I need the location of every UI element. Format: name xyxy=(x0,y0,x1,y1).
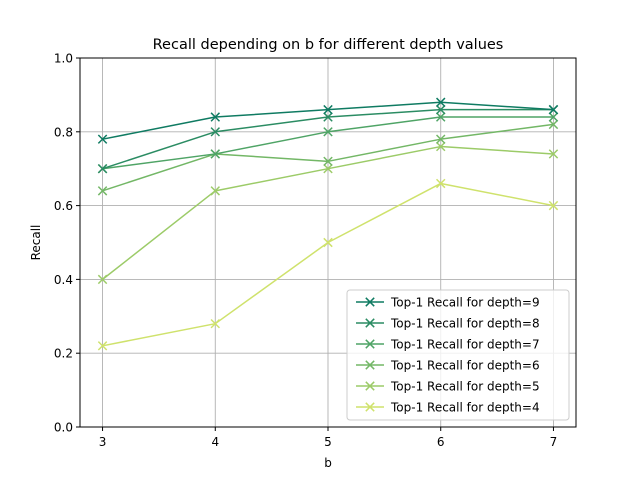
x-tick-label: 5 xyxy=(324,435,332,449)
data-point-marker xyxy=(210,318,221,329)
chart-title: Recall depending on b for different dept… xyxy=(153,37,504,53)
legend-entry-label: Top-1 Recall for depth=5 xyxy=(390,380,540,394)
data-point-marker xyxy=(435,97,446,108)
data-point-marker xyxy=(323,237,333,248)
y-tick-label: 0.0 xyxy=(54,421,73,435)
data-point-marker xyxy=(435,112,446,122)
data-point-marker xyxy=(435,178,446,189)
data-point-marker xyxy=(435,134,446,144)
data-point-marker xyxy=(548,149,559,159)
x-tick-label: 6 xyxy=(437,435,445,449)
legend-swatch-marker xyxy=(365,381,375,391)
data-point-marker xyxy=(210,112,221,122)
x-tick-label: 7 xyxy=(550,435,558,449)
axis-ticks: 3 4 5 6 7 0.0 0.2 0.4 0.6 0.8 1.0 xyxy=(54,52,557,450)
data-point-marker xyxy=(210,186,221,196)
data-point-marker xyxy=(548,200,559,211)
x-tick-label: 4 xyxy=(211,435,219,449)
data-point-marker xyxy=(548,119,559,130)
data-point-marker xyxy=(323,127,333,137)
series-lines xyxy=(97,97,559,351)
data-point-marker xyxy=(97,134,108,144)
legend-entry-label: Top-1 Recall for depth=7 xyxy=(390,338,540,352)
legend-swatch-marker xyxy=(365,360,375,370)
data-point-marker xyxy=(435,104,446,115)
data-point-marker xyxy=(435,141,446,152)
legend-entry-label: Top-1 Recall for depth=6 xyxy=(390,359,540,373)
legend: Top-1 Recall for depth=9 Top-1 Recall for… xyxy=(346,289,570,421)
y-tick-label: 0.6 xyxy=(54,199,73,213)
data-point-marker xyxy=(97,341,108,351)
legend-entry-label: Top-1 Recall for depth=9 xyxy=(390,296,540,310)
data-point-marker xyxy=(323,156,333,167)
y-tick-label: 1.0 xyxy=(54,52,73,66)
y-tick-label: 0.8 xyxy=(54,125,73,139)
data-point-marker xyxy=(323,163,333,174)
x-axis-label: b xyxy=(324,456,332,470)
data-point-marker xyxy=(548,104,559,115)
legend-swatch-marker xyxy=(365,297,375,307)
y-tick-label: 0.2 xyxy=(54,347,73,361)
legend-entry-label: Top-1 Recall for depth=8 xyxy=(390,317,540,331)
data-point-marker xyxy=(97,274,108,285)
legend-swatch-marker xyxy=(365,339,375,349)
legend-entry-label: Top-1 Recall for depth=4 xyxy=(390,401,540,415)
legend-box xyxy=(346,289,570,421)
data-point-marker xyxy=(548,112,559,122)
data-point-marker xyxy=(210,149,221,159)
data-point-marker xyxy=(97,186,108,196)
legend-swatch-marker xyxy=(365,402,375,412)
y-tick-label: 0.4 xyxy=(54,273,73,287)
data-point-marker xyxy=(323,104,333,115)
data-point-marker xyxy=(323,112,333,122)
legend-swatch-marker xyxy=(365,318,375,328)
data-point-marker xyxy=(97,163,108,174)
data-point-marker xyxy=(210,127,221,137)
x-tick-label: 3 xyxy=(99,435,107,449)
y-axis-label: Recall xyxy=(29,225,43,261)
